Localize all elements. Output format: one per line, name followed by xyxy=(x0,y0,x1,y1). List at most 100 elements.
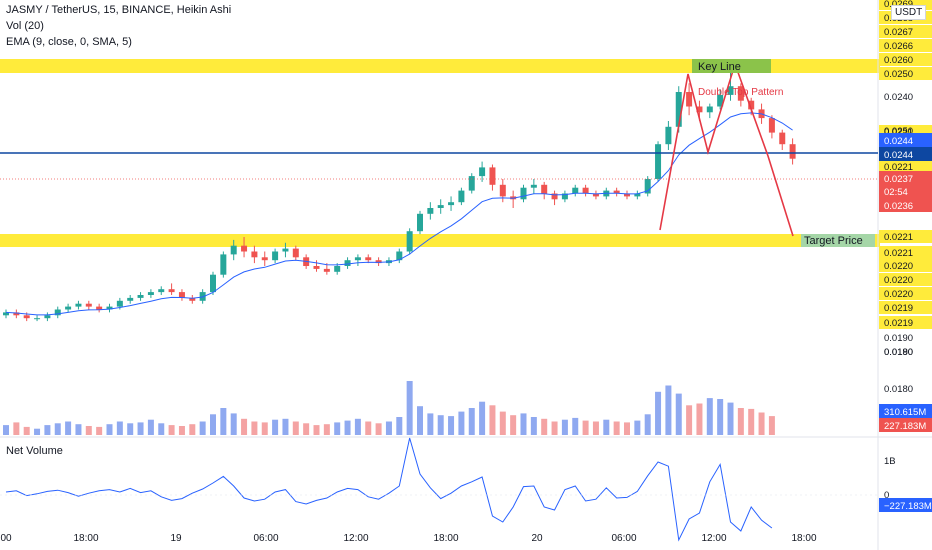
candle-body xyxy=(489,167,496,185)
volume-bar xyxy=(303,423,310,435)
price-tick-label: 0.0260 xyxy=(884,55,913,66)
price-tick-highlight xyxy=(879,246,932,259)
candle-body xyxy=(147,292,154,295)
volume-bar xyxy=(220,408,227,435)
price-tick-label: 0.0220 xyxy=(884,275,913,286)
price-tick-label: 0.0190 xyxy=(884,333,913,344)
ema-line xyxy=(5,112,793,316)
volume-bar xyxy=(561,419,568,435)
pattern-label: Double Top Pattern xyxy=(698,87,783,98)
currency-badge[interactable]: USDT xyxy=(891,5,927,20)
candle-body xyxy=(44,315,51,319)
volume-bar xyxy=(665,385,672,435)
candle-body xyxy=(354,257,361,261)
candle-body xyxy=(34,318,41,320)
candle-body xyxy=(541,184,548,194)
price-tick-label: 0.0266 xyxy=(884,41,913,52)
volume-value-label: 310.615M xyxy=(884,407,926,418)
price-tick-highlight xyxy=(879,301,932,314)
candle-body xyxy=(65,306,72,310)
candle-body xyxy=(779,132,786,145)
volume-bar xyxy=(116,421,123,435)
blue-line-price-label-2: 0.0244 xyxy=(884,150,913,161)
candle-body xyxy=(168,289,175,293)
net-volume-readout: −227.183M xyxy=(884,501,932,512)
price-tick-highlight xyxy=(879,39,932,52)
candle-body xyxy=(717,94,724,107)
volume-bar xyxy=(344,420,351,435)
volume-bar xyxy=(230,413,237,435)
candle-body xyxy=(199,292,206,301)
volume-bar xyxy=(106,424,113,435)
price-tick-highlight xyxy=(879,230,932,243)
countdown-label: 02:54 xyxy=(884,187,908,198)
volume-bar xyxy=(127,423,134,435)
volume-bar xyxy=(758,412,765,435)
net-volume-title[interactable]: Net Volume xyxy=(6,445,63,457)
ema-price-label: 0.0250 xyxy=(884,126,913,137)
price-tick-highlight xyxy=(879,316,932,329)
candle-body xyxy=(137,295,144,298)
candle-body xyxy=(189,297,196,301)
volume-bar xyxy=(686,405,693,435)
net-volume-line xyxy=(5,437,773,542)
candles xyxy=(3,71,796,322)
volume-bar xyxy=(96,426,103,435)
price-tick-highlight xyxy=(879,53,932,66)
time-tick-label: 12:00 xyxy=(701,533,726,544)
volume-bar xyxy=(727,402,734,435)
candle-body xyxy=(406,231,413,252)
volume-indicator-label[interactable]: Vol (20) xyxy=(6,20,44,32)
volume-bar xyxy=(3,425,9,435)
volume-bar xyxy=(582,420,589,435)
volume-bar xyxy=(323,424,330,435)
ema-indicator-label[interactable]: EMA (9, close, 0, SMA, 5) xyxy=(6,36,132,48)
price-axis-labels: 0.02500.02440.02440.023702:540.0236310.6… xyxy=(879,126,932,512)
volume-bar xyxy=(34,428,41,435)
volume-bar xyxy=(272,419,279,435)
volume-bar xyxy=(168,425,175,435)
candle-body xyxy=(85,303,92,307)
candle-body xyxy=(282,248,289,252)
volume-bar xyxy=(748,408,755,435)
time-tick-label: 06:00 xyxy=(611,533,636,544)
last-price-label-bg xyxy=(879,171,932,185)
net-volume-axis-label: 1B xyxy=(884,456,896,467)
volume-bar xyxy=(396,417,403,435)
volume-value-label-2-bg xyxy=(879,418,932,432)
time-tick-label: 18:00 xyxy=(791,533,816,544)
volume-bar xyxy=(737,408,744,435)
candle-body xyxy=(644,179,651,194)
symbol-title[interactable]: JASMY / TetherUS, 15, BINANCE, Heikin As… xyxy=(6,4,232,16)
candle-body xyxy=(230,245,237,255)
volume-bar xyxy=(520,413,527,435)
candle-body xyxy=(675,92,682,127)
candle-body xyxy=(737,86,744,101)
price-tick-highlight xyxy=(879,160,932,173)
volume-bar xyxy=(696,403,703,435)
price-tick-label: 0.0219 xyxy=(884,303,913,314)
volume-bar xyxy=(178,426,185,435)
volume-bar xyxy=(437,415,444,435)
volume-bar xyxy=(499,411,506,435)
price-tick-label: 0.0221 xyxy=(884,248,913,259)
volume-bar xyxy=(592,421,599,435)
volume-bar xyxy=(137,422,144,435)
candle-body xyxy=(158,289,165,293)
price-tick-label: 0.0220 xyxy=(884,289,913,300)
candle-body xyxy=(272,251,279,261)
volume-bar xyxy=(282,418,289,435)
candle-body xyxy=(344,260,351,266)
price-tick-highlight xyxy=(879,287,932,300)
candle-body xyxy=(561,193,568,200)
candle-body xyxy=(261,257,268,261)
price-tick-label: 0.0240 xyxy=(884,92,913,103)
volume-bar xyxy=(54,423,61,435)
volume-bar xyxy=(354,418,361,435)
candle-body xyxy=(479,167,486,177)
volume-bar xyxy=(417,406,423,435)
candle-body xyxy=(624,193,630,197)
candle-body xyxy=(634,193,641,197)
time-tick-label: 19 xyxy=(170,533,182,544)
